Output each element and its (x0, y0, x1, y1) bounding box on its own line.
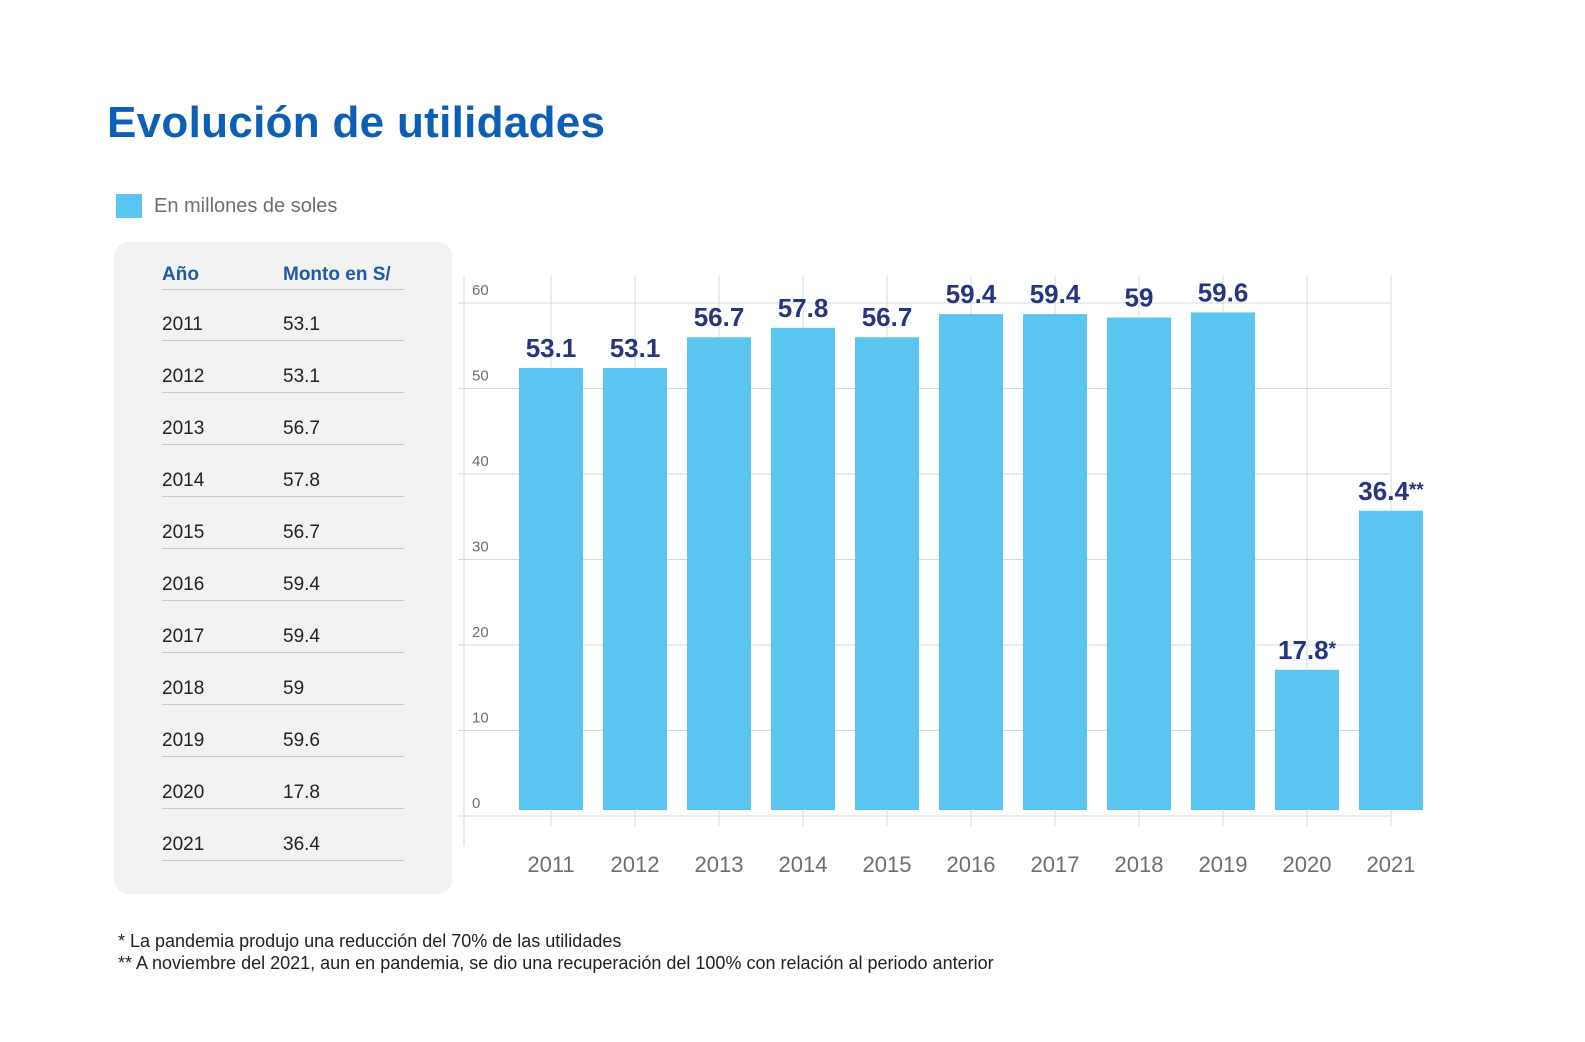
data-label: 59.4 (1030, 279, 1081, 309)
row-year: 2012 (162, 366, 205, 387)
data-label: 17.8* (1278, 635, 1337, 665)
bar (1023, 314, 1087, 810)
data-label: 36.4** (1358, 476, 1424, 506)
bar (855, 337, 919, 810)
table-header: Año Monto en S/ (162, 262, 404, 290)
row-year: 2015 (162, 522, 205, 543)
footnote: ** A noviembre del 2021, aun en pandemia… (118, 953, 994, 973)
row-year: 2017 (162, 626, 205, 647)
bar (1191, 312, 1255, 810)
table-row: 2020 17.8 (162, 782, 404, 809)
x-tick-label: 2016 (947, 852, 996, 877)
row-amount: 53.1 (283, 366, 320, 387)
row-amount: 56.7 (283, 522, 320, 543)
chart-title: Evolución de utilidades (107, 98, 606, 147)
y-tick-label: 10 (472, 710, 489, 727)
y-tick-label: 20 (472, 624, 489, 641)
row-year: 2016 (162, 574, 205, 595)
data-label: 56.7 (694, 302, 745, 332)
y-tick-label: 30 (472, 539, 489, 556)
footnotes: * La pandemia produjo una reducción del … (118, 930, 994, 974)
table-row: 2015 56.7 (162, 522, 404, 549)
row-year: 2021 (162, 834, 205, 855)
table-row: 2021 36.4 (162, 834, 404, 861)
row-amount: 59.4 (283, 574, 320, 595)
x-tick-label: 2020 (1283, 852, 1332, 877)
row-amount: 59 (283, 678, 305, 699)
row-year: 2011 (162, 314, 203, 335)
x-tick-label: 2014 (779, 852, 828, 877)
x-tick-label: 2013 (695, 852, 744, 877)
table-row: 2017 59.4 (162, 626, 404, 653)
data-label: 57.8 (778, 293, 829, 323)
table-row: 2019 59.6 (162, 730, 404, 757)
data-table: Año Monto en S/ 2011 53.1 2012 53.1 2013… (114, 242, 452, 894)
row-amount: 17.8 (283, 782, 320, 803)
bar (603, 367, 667, 810)
footnote: * La pandemia produjo una reducción del … (118, 931, 622, 951)
bar (1275, 669, 1339, 810)
y-tick-label: 0 (472, 795, 480, 812)
data-label: 53.1 (610, 333, 661, 363)
table-row: 2016 59.4 (162, 574, 404, 601)
y-tick-label: 50 (472, 368, 489, 385)
x-tick-label: 2015 (863, 852, 912, 877)
y-tick-label: 40 (472, 453, 489, 470)
x-tick-label: 2012 (611, 852, 660, 877)
legend-label: En millones de soles (154, 194, 338, 217)
bar (687, 337, 751, 810)
legend: En millones de soles (116, 194, 337, 218)
data-label: 53.1 (526, 333, 577, 363)
row-year: 2019 (162, 730, 205, 751)
row-amount: 57.8 (283, 470, 320, 491)
bar (939, 314, 1003, 810)
table-row: 2018 59 (162, 678, 404, 705)
legend-swatch (116, 194, 142, 218)
x-tick-label: 2017 (1031, 852, 1080, 877)
bar (1107, 317, 1171, 810)
x-tick-label: 2011 (527, 852, 574, 877)
data-label: 59 (1125, 283, 1154, 313)
row-year: 2013 (162, 418, 205, 439)
row-year: 2018 (162, 678, 205, 699)
data-label: 59.4 (946, 279, 997, 309)
x-tick-label: 2019 (1199, 852, 1248, 877)
bar (1359, 510, 1423, 810)
row-amount: 36.4 (283, 834, 320, 855)
table-row: 2012 53.1 (162, 366, 404, 393)
table-row: 2011 53.1 (162, 314, 404, 341)
row-year: 2014 (162, 470, 205, 491)
x-tick-label: 2021 (1367, 852, 1416, 877)
row-amount: 56.7 (283, 418, 320, 439)
row-year: 2020 (162, 782, 205, 803)
bar (519, 367, 583, 810)
data-label: 56.7 (862, 302, 913, 332)
bar (771, 327, 835, 810)
y-tick-label: 60 (472, 282, 489, 299)
table-row: 2014 57.8 (162, 470, 404, 497)
data-label: 59.6 (1198, 277, 1249, 307)
row-amount: 53.1 (283, 314, 320, 335)
header-year: Año (162, 264, 199, 285)
table-row: 2013 56.7 (162, 418, 404, 445)
row-amount: 59.4 (283, 626, 320, 647)
header-amount: Monto en S/ (283, 264, 391, 285)
x-tick-label: 2018 (1115, 852, 1164, 877)
row-amount: 59.6 (283, 730, 320, 751)
